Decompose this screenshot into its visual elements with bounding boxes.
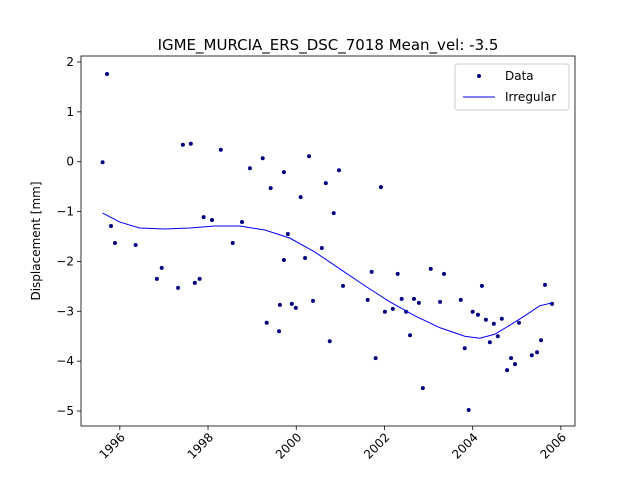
- data-point: [378, 185, 383, 190]
- data-point: [247, 166, 252, 171]
- plot-frame: [80, 55, 576, 427]
- data-point: [188, 141, 193, 146]
- x-tick-label: 2004: [449, 430, 480, 461]
- legend-marker: [477, 74, 481, 78]
- data-point: [105, 71, 110, 76]
- data-point: [458, 297, 463, 302]
- data-point: [373, 356, 378, 361]
- data-point: [277, 302, 282, 307]
- data-point: [311, 298, 316, 303]
- legend-label: Data: [505, 69, 534, 83]
- data-point: [505, 368, 510, 373]
- data-point: [303, 255, 308, 260]
- data-point: [399, 296, 404, 301]
- data-point: [277, 329, 282, 334]
- data-point: [462, 346, 467, 351]
- data-point: [218, 147, 223, 152]
- data-point: [209, 218, 214, 223]
- data-point: [289, 301, 294, 306]
- data-point: [230, 240, 235, 245]
- data-point: [307, 154, 312, 159]
- chart-title: IGME_MURCIA_ERS_DSC_7018 Mean_vel: -3.5: [158, 36, 499, 55]
- y-tick-label: −1: [56, 205, 74, 219]
- data-point: [442, 271, 447, 276]
- y-tick-label: −5: [56, 404, 74, 418]
- data-point: [239, 220, 244, 225]
- y-tick-label: −3: [56, 304, 74, 318]
- data-point: [108, 224, 113, 229]
- legend-box: [454, 63, 570, 111]
- data-point: [201, 215, 206, 220]
- data-point: [416, 300, 421, 305]
- x-tick-label: 2002: [361, 430, 392, 461]
- data-point: [365, 297, 370, 302]
- data-point: [319, 245, 324, 250]
- y-tick-label: −4: [56, 354, 74, 368]
- legend-label: Irregular: [505, 90, 556, 104]
- data-point: [428, 266, 433, 271]
- data-point: [479, 283, 484, 288]
- data-point: [197, 276, 202, 281]
- data-point: [539, 338, 544, 343]
- y-tick-label: 0: [66, 155, 74, 169]
- data-point: [390, 306, 395, 311]
- data-point: [495, 334, 500, 339]
- y-axis-label: Displacement [mm]: [29, 181, 43, 300]
- data-point: [382, 309, 387, 314]
- data-point: [420, 386, 425, 391]
- data-point: [513, 362, 518, 367]
- data-point: [298, 195, 303, 200]
- data-point: [327, 339, 332, 344]
- data-point: [192, 280, 197, 285]
- data-point: [100, 160, 105, 165]
- line: [102, 212, 553, 339]
- data-point: [475, 312, 480, 317]
- data-point: [369, 269, 374, 274]
- data-point: [293, 305, 298, 310]
- data-point: [159, 265, 164, 270]
- data-point: [281, 170, 286, 175]
- data-point: [340, 283, 345, 288]
- data-point: [154, 276, 159, 281]
- data-point: [323, 181, 328, 186]
- data-point: [438, 299, 443, 304]
- x-tick-label: 1996: [96, 430, 127, 461]
- data-point: [281, 257, 286, 262]
- data-point: [535, 350, 540, 355]
- data-point: [112, 240, 117, 245]
- data-point: [487, 340, 492, 345]
- x-tick-label: 2000: [273, 430, 304, 461]
- data-point: [491, 321, 496, 326]
- y-tick-label: 2: [66, 55, 74, 69]
- data-point: [331, 211, 336, 216]
- x-tick-label: 1998: [185, 430, 216, 461]
- data-point: [483, 317, 488, 322]
- x-tick-label: 2006: [538, 430, 569, 461]
- data-point: [285, 232, 290, 237]
- data-point: [337, 168, 342, 173]
- data-point: [499, 316, 504, 321]
- data-point: [264, 320, 269, 325]
- data-point: [260, 156, 265, 161]
- y-tick-label: −2: [56, 254, 74, 268]
- data-point: [133, 242, 138, 247]
- data-point: [466, 408, 471, 413]
- data-point: [408, 333, 413, 338]
- data-point: [470, 309, 475, 314]
- data-point: [395, 271, 400, 276]
- data-point: [412, 296, 417, 301]
- data-point: [268, 186, 273, 191]
- data-point: [180, 142, 185, 147]
- data-point: [176, 285, 181, 290]
- data-point: [543, 282, 548, 287]
- data-point: [516, 320, 521, 325]
- data-point: [550, 301, 555, 306]
- y-tick-label: 1: [66, 105, 74, 119]
- data-point: [509, 356, 514, 361]
- data-point: [529, 353, 534, 358]
